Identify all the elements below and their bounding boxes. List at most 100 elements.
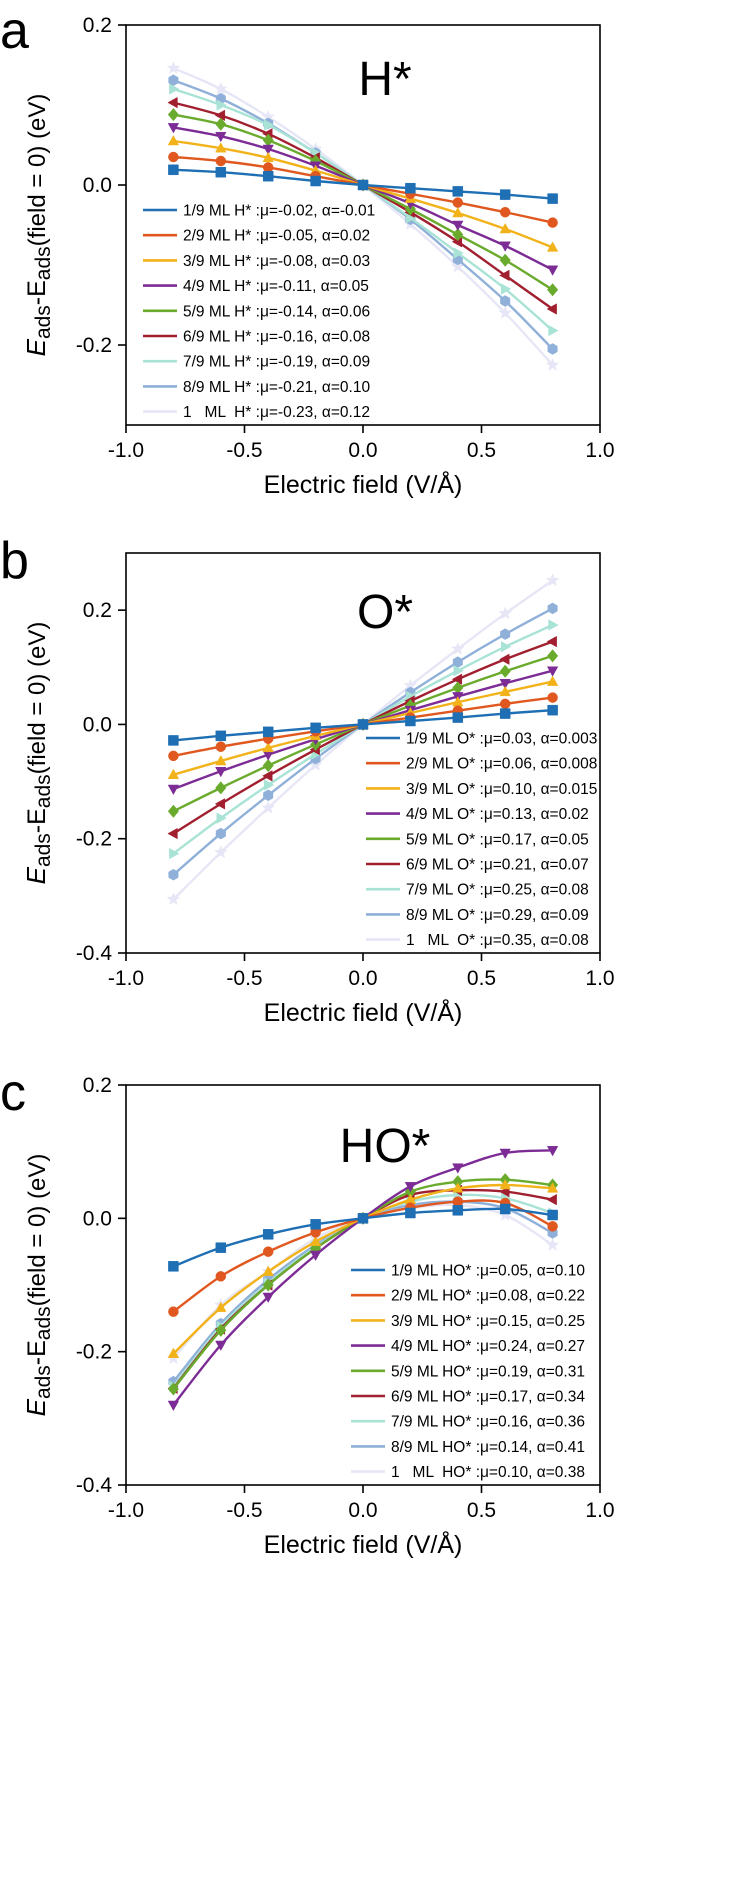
series-group [166, 573, 560, 906]
data-point [166, 60, 181, 75]
legend-entry: 1 ML HO* :μ=0.10, α=0.38 [391, 1464, 585, 1481]
data-point [546, 303, 557, 315]
data-point [167, 1382, 179, 1396]
data-point [168, 1306, 179, 1317]
data-point [498, 606, 513, 620]
legend-entry: 1 ML O* :μ=0.35, α=0.08 [406, 932, 589, 949]
data-point [546, 1193, 557, 1206]
data-point [215, 1242, 227, 1253]
x-tick-label: 0.5 [467, 1499, 496, 1522]
data-point [310, 722, 321, 734]
data-point [499, 685, 511, 697]
data-point [404, 1182, 417, 1193]
data-point [213, 81, 228, 95]
data-point [215, 131, 227, 143]
data-point [215, 1301, 227, 1312]
data-point [450, 641, 465, 655]
data-point [547, 1209, 558, 1221]
data-point [262, 1246, 274, 1257]
x-tick-label: -0.5 [226, 967, 262, 990]
x-axis-label: Electric field (V/Å) [264, 997, 463, 1027]
data-point [215, 827, 226, 840]
y-axis-label: Eads-Eads(field = 0) (eV) [21, 1154, 55, 1417]
data-point [169, 83, 180, 95]
legend-entry: 7/9 ML O* :μ=0.25, α=0.08 [406, 882, 589, 899]
y-axis-label-part: ads [32, 246, 55, 280]
y-tick-label: 0.0 [83, 1207, 112, 1230]
y-axis-label-part: -E [23, 808, 51, 833]
data-point [262, 1229, 274, 1240]
x-tick-label: 1.0 [585, 1499, 614, 1522]
data-point [547, 283, 559, 297]
y-axis-label: Eads-Eads(field = 0) (eV) [21, 622, 55, 885]
data-point [546, 635, 557, 648]
data-point [357, 719, 369, 730]
x-tick-label: 0.5 [467, 967, 496, 990]
data-point [500, 295, 511, 307]
data-point [499, 1178, 511, 1190]
legend-entry: 1 ML H* :μ=-0.23, α=0.12 [183, 404, 370, 421]
legend-entry: 1/9 ML HO* :μ=0.05, α=0.10 [391, 1263, 585, 1280]
legend-entry: 6/9 ML O* :μ=0.21, α=0.07 [406, 857, 589, 874]
data-point [262, 726, 274, 738]
data-point [168, 1261, 179, 1272]
data-point [499, 222, 511, 234]
chart-panel-c: -1.0 -0.5 0.0 0.5 1.0 0.2 0.0 -0.2 -0.4 Electric … [0, 1064, 615, 1559]
panel-label: b [0, 532, 29, 590]
data-point [547, 649, 559, 663]
y-tick-label: -0.2 [76, 828, 112, 851]
y-axis-label-part: E [21, 338, 51, 356]
legend: 1/9 ML H* :μ=-0.02, α=-0.01 2/9 ML H* :μ=… [143, 203, 375, 421]
data-point [546, 675, 559, 686]
data-point [213, 845, 228, 859]
data-point [262, 770, 273, 782]
data-point [499, 664, 511, 678]
panel-label: c [0, 1064, 26, 1122]
data-point [547, 704, 558, 716]
data-point [405, 715, 416, 727]
data-point [263, 789, 274, 802]
legend-entry: 6/9 ML H* :μ=-0.16, α=0.08 [183, 329, 370, 346]
y-axis-label-part: ads [32, 305, 55, 339]
y-axis-label-part: (field = 0) (eV) [24, 622, 51, 775]
data-point [215, 155, 227, 167]
legend-entry: 4/9 ML O* :μ=0.13, α=0.02 [406, 806, 589, 823]
y-axis-label-part: ads [32, 833, 55, 867]
data-point [545, 573, 560, 587]
data-point [499, 653, 510, 665]
data-point [547, 217, 558, 228]
data-point [452, 220, 464, 232]
x-tick-label: -1.0 [108, 1499, 144, 1522]
data-point [499, 207, 511, 218]
x-axis-label: Electric field (V/Å) [264, 469, 463, 499]
y-tick-label: -0.2 [76, 334, 112, 357]
data-point [499, 189, 511, 200]
data-point [167, 1347, 180, 1358]
data-point [262, 758, 274, 773]
data-point [309, 1250, 322, 1262]
x-tick-label: -1.0 [108, 439, 144, 462]
data-point [452, 1205, 464, 1216]
data-point [548, 619, 559, 631]
x-tick-label: -1.0 [108, 967, 144, 990]
legend-entry: 2/9 ML O* :μ=0.06, α=0.008 [406, 756, 597, 773]
data-point [452, 186, 464, 197]
x-tick-label: 0.0 [348, 1499, 377, 1522]
y-axis-label-part: E [21, 866, 51, 884]
data-point [405, 1207, 416, 1219]
data-point [262, 162, 274, 173]
legend-entry: 6/9 ML HO* :μ=0.17, α=0.34 [391, 1389, 585, 1406]
data-point [499, 1148, 511, 1160]
data-point [215, 117, 227, 131]
chart-panel-b: -1.0 -0.5 0.0 0.5 1.0 0.2 0.0 -0.2 -0.4 Electric … [0, 532, 615, 1027]
data-point [215, 741, 227, 752]
data-point [262, 1265, 274, 1276]
data-point [452, 197, 464, 208]
data-point [452, 227, 464, 242]
data-point [215, 754, 227, 766]
y-axis-label-part: -E [23, 280, 51, 305]
y-axis-label: Eads-Eads(field = 0) (eV) [21, 94, 55, 357]
data-point [309, 1235, 322, 1246]
